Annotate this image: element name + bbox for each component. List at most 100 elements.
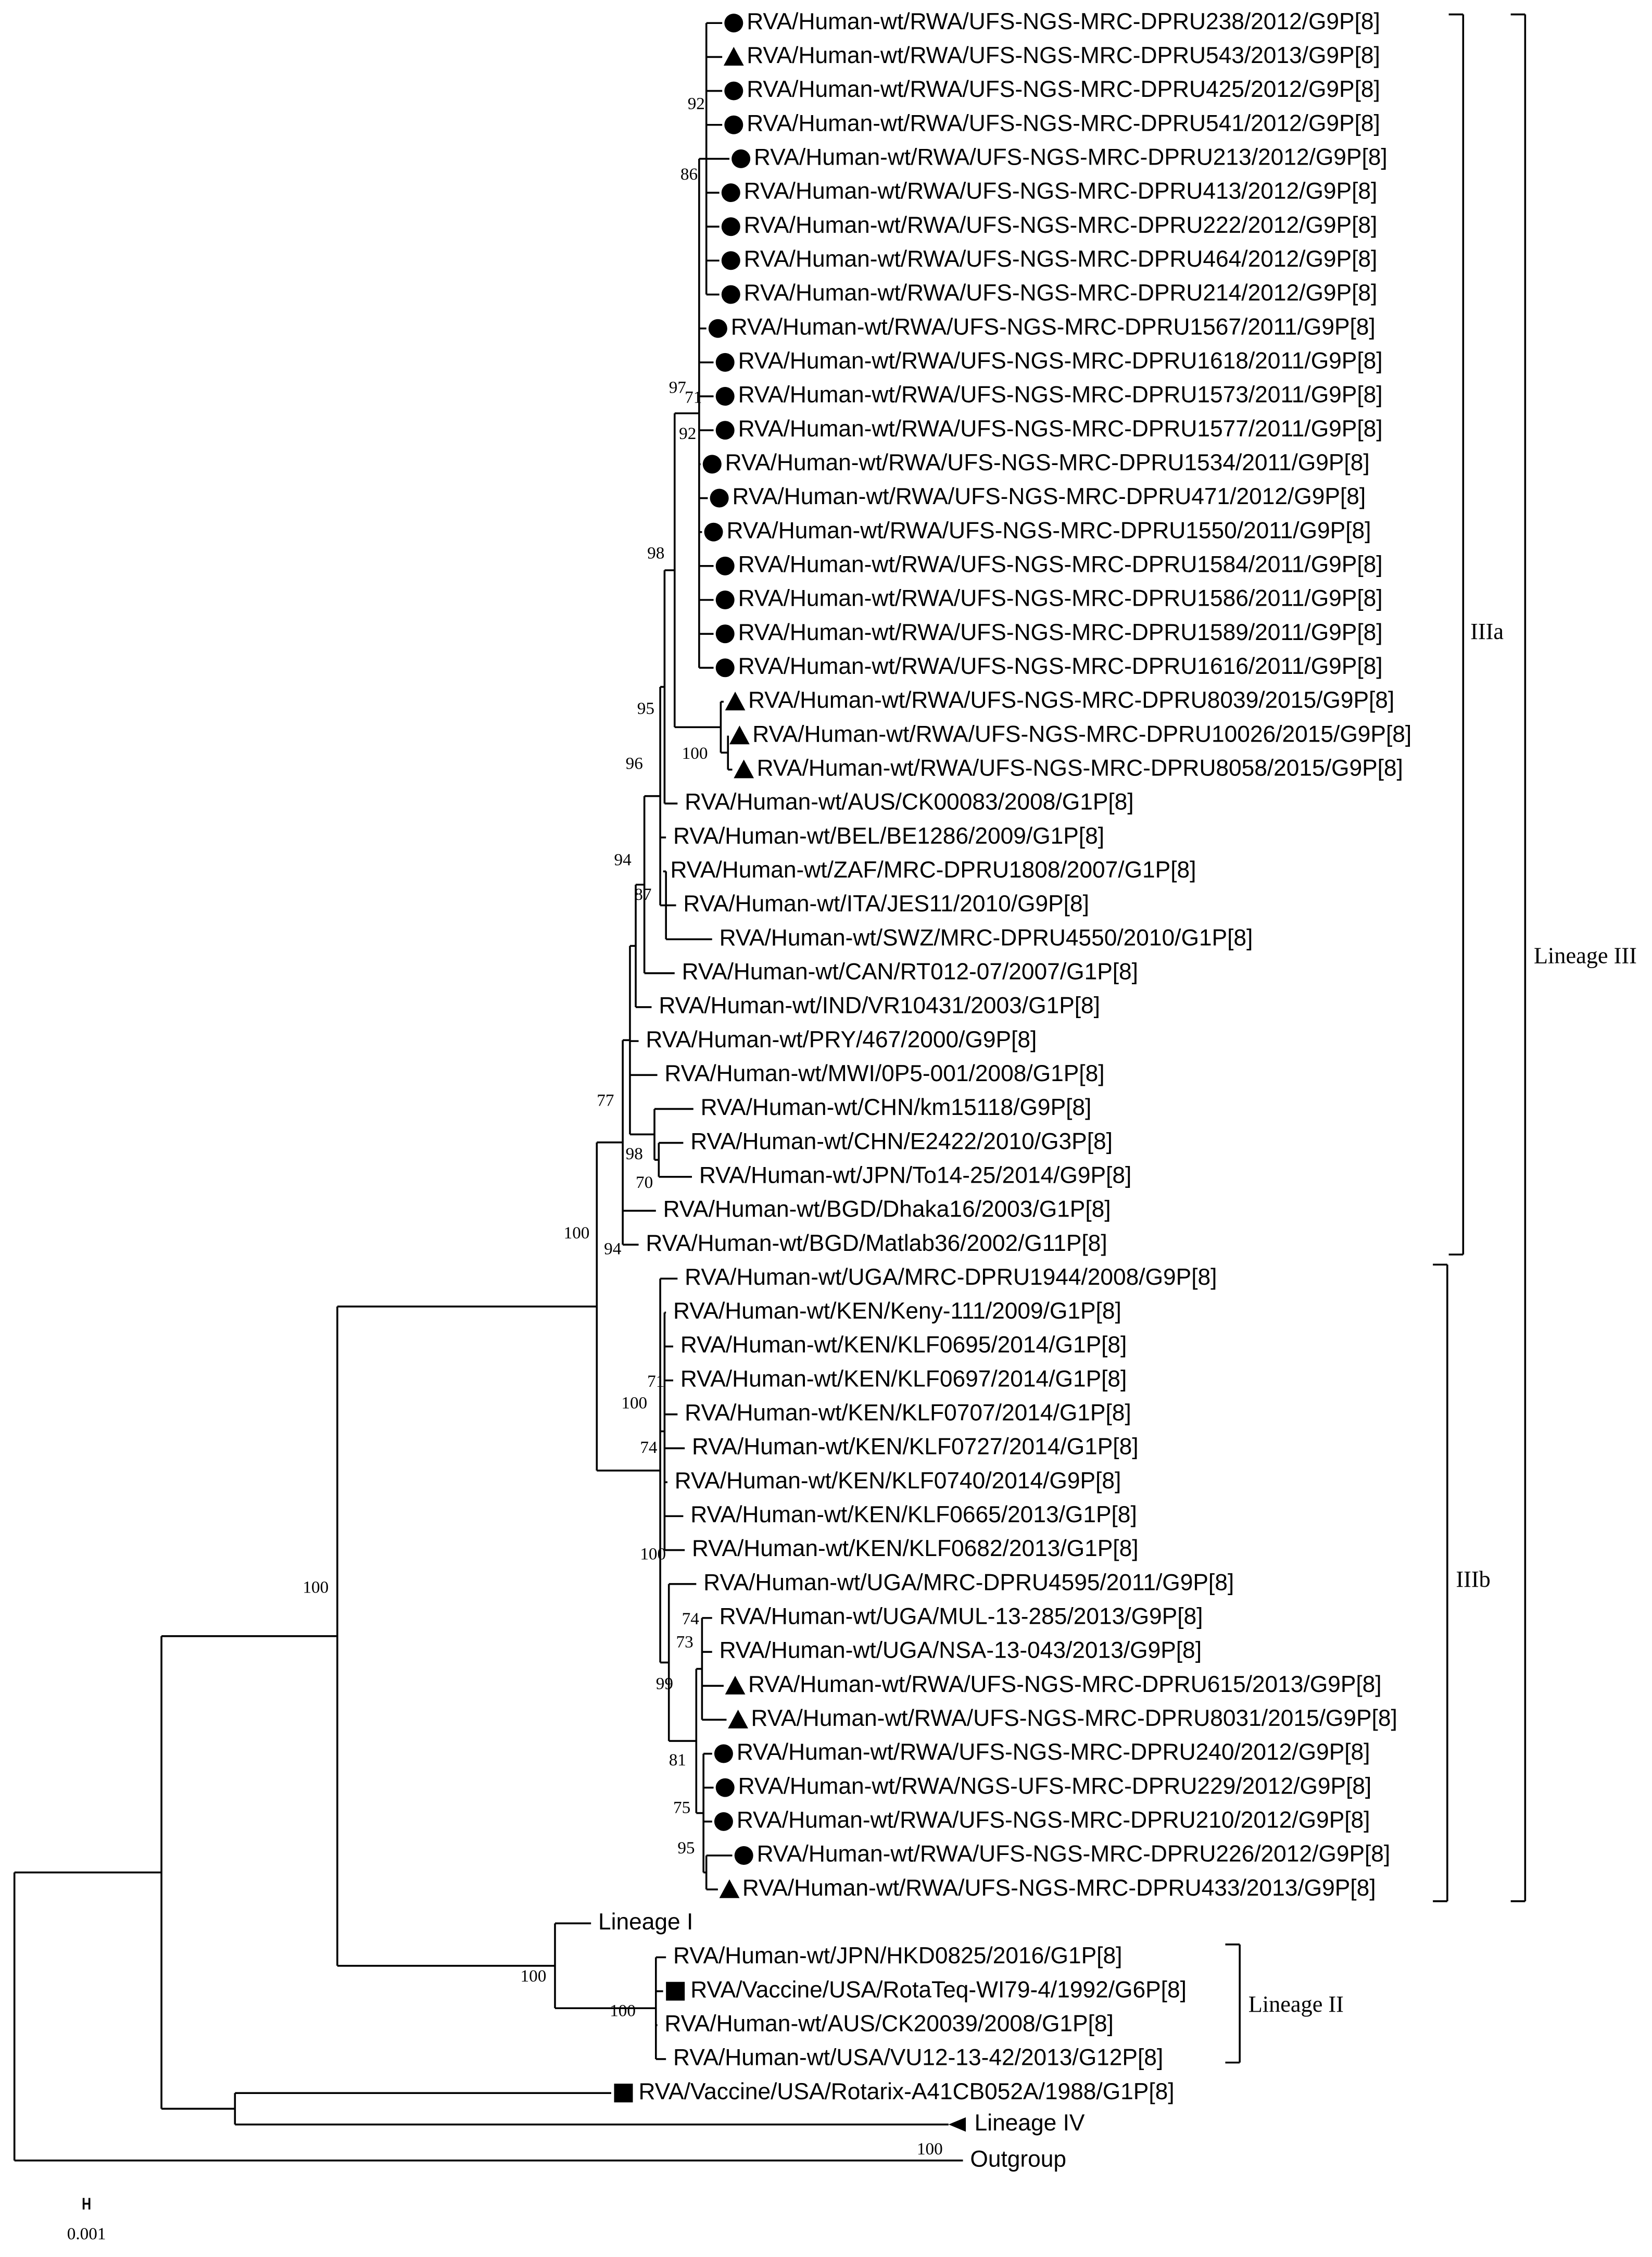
circle-marker (715, 624, 735, 644)
square-marker (614, 2084, 633, 2103)
bootstrap-value: 98 (626, 1144, 643, 1163)
leaf-label: RVA/Human-wt/RWA/UFS-NGS-MRC-DPRU1567/20… (731, 314, 1376, 340)
leaf-label: RVA/Human-wt/UGA/MUL-13-285/2013/G9P[8] (720, 1604, 1203, 1629)
bootstrap-value: 96 (626, 754, 643, 773)
bootstrap-value: 73 (676, 1632, 693, 1651)
circle-marker (708, 319, 727, 338)
leaf-label: RVA/Human-wt/RWA/UFS-NGS-MRC-DPRU213/201… (754, 145, 1388, 170)
leaf-label: RVA/Human-wt/RWA/UFS-NGS-MRC-DPRU1534/20… (725, 450, 1370, 475)
circle-marker (714, 1744, 733, 1763)
leaf-label: RVA/Human-wt/RWA/UFS-NGS-MRC-DPRU541/201… (747, 110, 1380, 136)
triangle-marker (734, 759, 754, 779)
leaf-label: RVA/Human-wt/RWA/UFS-NGS-MRC-DPRU1618/20… (738, 348, 1383, 374)
bootstrap-value: 100 (302, 1577, 329, 1597)
leaf-label: RVA/Human-wt/ITA/JES11/2010/G9P[8] (683, 891, 1089, 917)
leaf-label: RVA/Human-wt/CHN/km15118/G9P[8] (701, 1095, 1092, 1120)
clade-label: Lineage III (1534, 943, 1637, 968)
bootstrap-value: 92 (679, 424, 696, 443)
bootstrap-value: 100 (621, 1393, 647, 1412)
leaf-label: RVA/Human-wt/RWA/UFS-NGS-MRC-DPRU226/201… (757, 1841, 1391, 1867)
leaf-label: RVA/Human-wt/RWA/UFS-NGS-MRC-DPRU238/201… (747, 9, 1380, 34)
leaf-label: Lineage I (598, 1909, 693, 1935)
leaf-label: RVA/Human-wt/RWA/UFS-NGS-MRC-DPRU464/201… (744, 246, 1378, 272)
leaf-label: RVA/Human-wt/RWA/UFS-NGS-MRC-DPRU1573/20… (738, 382, 1383, 408)
leaf-label: RVA/Human-wt/UGA/MRC-DPRU1944/2008/G9P[8… (685, 1264, 1217, 1290)
square-marker (666, 1982, 685, 2001)
leaf-label: RVA/Human-wt/RWA/UFS-NGS-MRC-DPRU222/201… (744, 212, 1378, 238)
leaf-label: RVA/Human-wt/RWA/UFS-NGS-MRC-DPRU8039/20… (748, 687, 1394, 713)
circle-marker (721, 183, 740, 203)
circle-marker (734, 1846, 753, 1865)
leaf-label: RVA/Human-wt/KEN/KLF0665/2013/G1P[8] (690, 1502, 1137, 1527)
circle-marker (714, 1812, 733, 1831)
bootstrap-value: 74 (682, 1609, 700, 1628)
bootstrap-value: 94 (604, 1239, 622, 1258)
leaf-label: RVA/Human-wt/RWA/UFS-NGS-MRC-DPRU615/201… (748, 1672, 1382, 1697)
leaf-label: RVA/Human-wt/AUS/CK00083/2008/G1P[8] (685, 789, 1133, 815)
leaf-label: RVA/Human-wt/RWA/UFS-NGS-MRC-DPRU1577/20… (738, 416, 1383, 442)
triangle-marker (719, 1879, 740, 1898)
circle-marker (721, 251, 740, 270)
clade-label: IIIb (1456, 1566, 1490, 1592)
leaf-label: RVA/Human-wt/CHN/E2422/2010/G3P[8] (690, 1128, 1113, 1154)
circle-marker (732, 149, 751, 168)
leaf-label: RVA/Human-wt/RWA/UFS-NGS-MRC-DPRU1586/20… (738, 586, 1383, 611)
leaf-label: RVA/Human-wt/RWA/UFS-NGS-MRC-DPRU1584/20… (738, 552, 1383, 578)
circle-marker (724, 14, 743, 33)
circle-marker (715, 591, 735, 609)
leaf-label: RVA/Human-wt/RWA/UFS-NGS-MRC-DPRU8058/20… (757, 756, 1403, 781)
triangle-marker (723, 47, 744, 66)
leaf-label: RVA/Human-wt/IND/VR10431/2003/G1P[8] (659, 993, 1100, 1019)
leaf-label: RVA/Human-wt/RWA/UFS-NGS-MRC-DPRU543/201… (747, 43, 1380, 68)
leaf-label: RVA/Human-wt/RWA/UFS-NGS-MRC-DPRU1616/20… (738, 654, 1383, 679)
leaf-label: RVA/Human-wt/UGA/MRC-DPRU4595/2011/G9P[8… (703, 1570, 1234, 1595)
leaf-label: RVA/Human-wt/RWA/UFS-NGS-MRC-DPRU433/201… (742, 1875, 1376, 1901)
leaf-label: RVA/Vaccine/USA/Rotarix-A41CB052A/1988/G… (639, 2079, 1175, 2104)
bootstrap-value: 81 (669, 1750, 686, 1770)
leaf-label: RVA/Human-wt/JPN/HKD0825/2016/G1P[8] (673, 1943, 1122, 1968)
bootstrap-value: 95 (637, 699, 654, 718)
leaf-label: RVA/Human-wt/KEN/KLF0697/2014/G1P[8] (680, 1366, 1127, 1391)
bootstrap-value: 100 (521, 1966, 547, 1986)
bootstrap-value: 97 (669, 378, 686, 397)
circle-marker (724, 115, 743, 134)
leaf-label: RVA/Human-wt/KEN/KLF0682/2013/G1P[8] (692, 1536, 1139, 1561)
bootstrap-value: 100 (917, 2139, 943, 2159)
circle-marker (710, 488, 729, 508)
bootstrap-value: 100 (640, 1545, 666, 1564)
leaf-label: RVA/Vaccine/USA/RotaTeq-WI79-4/1992/G6P[… (690, 1977, 1187, 2002)
triangle-marker (729, 725, 750, 745)
leaf-label: RVA/Human-wt/KEN/KLF0727/2014/G1P[8] (692, 1434, 1139, 1460)
circle-marker (715, 387, 735, 406)
circle-marker (715, 556, 735, 575)
leaf-label: RVA/Human-wt/KEN/KLF0707/2014/G1P[8] (685, 1400, 1131, 1426)
bootstrap-value: 70 (636, 1173, 653, 1192)
circle-marker (715, 353, 735, 372)
circle-marker (702, 455, 722, 474)
bootstrap-value: 95 (677, 1838, 695, 1858)
circle-marker (721, 217, 740, 236)
leaf-label: RVA/Human-wt/RWA/UFS-NGS-MRC-DPRU240/201… (737, 1739, 1370, 1765)
leaf-label: RVA/Human-wt/CAN/RT012-07/2007/G1P[8] (682, 959, 1138, 984)
leaf-label: RVA/Human-wt/USA/VU12-13-42/2013/G12P[8] (673, 2045, 1163, 2071)
bootstrap-value: 92 (688, 94, 705, 114)
circle-marker (724, 81, 743, 101)
leaf-label: RVA/Human-wt/BGD/Matlab36/2002/G11P[8] (646, 1231, 1107, 1256)
triangle-marker (725, 692, 746, 711)
leaf-label: RVA/Human-wt/KEN/KLF0695/2014/G1P[8] (680, 1332, 1127, 1358)
bootstrap-value: 100 (682, 744, 708, 763)
bootstrap-value: 71 (647, 1372, 664, 1391)
leaf-label: Outgroup (970, 2146, 1066, 2172)
leaf-label: RVA/Human-wt/RWA/NGS-UFS-MRC-DPRU229/201… (738, 1773, 1372, 1799)
leaf-label: RVA/Human-wt/RWA/UFS-NGS-MRC-DPRU1589/20… (738, 620, 1383, 645)
leaf-label: RVA/Human-wt/UGA/NSA-13-043/2013/G9P[8] (720, 1638, 1202, 1663)
bootstrap-value: 100 (564, 1223, 590, 1243)
leaf-label: RVA/Human-wt/RWA/UFS-NGS-MRC-DPRU8031/20… (751, 1706, 1397, 1731)
scale-label: 0.001 (67, 2224, 106, 2243)
leaf-label: RVA/Human-wt/RWA/UFS-NGS-MRC-DPRU10026/2… (752, 721, 1411, 747)
circle-marker (704, 522, 723, 542)
bootstrap-value: 75 (673, 1798, 690, 1817)
